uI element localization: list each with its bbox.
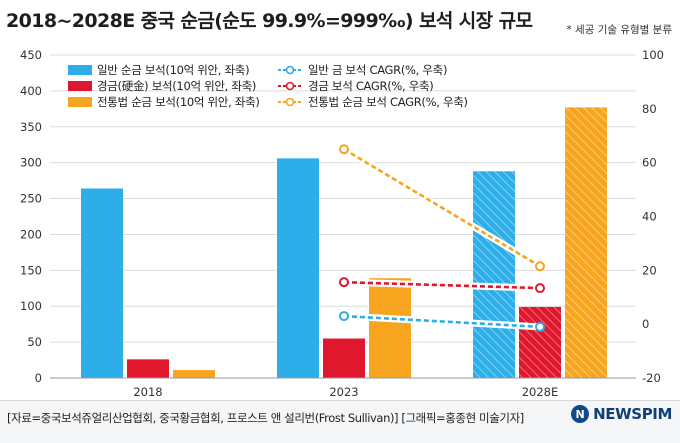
newspim-logo-text: NEWSPIM xyxy=(593,405,672,423)
y-left-tick-label: 0 xyxy=(35,371,42,385)
legend-label-traditional: 전통법 순금 보석(10억 위안, 좌축) xyxy=(97,95,260,109)
bar-general-2018 xyxy=(81,188,123,378)
footer-band xyxy=(0,400,680,443)
legend-swatch-hard xyxy=(68,81,92,91)
cagr-line-general xyxy=(343,314,541,329)
cagr-point-traditional-2028E xyxy=(535,261,545,272)
bar-hard-2023 xyxy=(323,338,365,378)
x-tick-label: 2018 xyxy=(133,385,162,399)
chart-title: 2018~2028E 중국 순금(순도 99.9%=999‰) 보석 시장 규모 xyxy=(6,10,533,32)
y-left-tick-label: 150 xyxy=(20,263,42,277)
y-right-tick-label: 100 xyxy=(642,48,664,62)
cagr-line-hard xyxy=(343,280,541,290)
y-right-tick-label: -20 xyxy=(642,371,661,385)
y-right-tick-label: 0 xyxy=(642,317,649,331)
bar-general-2023 xyxy=(277,158,319,378)
x-tick-label: 2028E xyxy=(522,385,559,399)
source-credit: [자료=중국보석쥬얼리산업협회, 중국황금협회, 프로스트 앤 설리번(Fros… xyxy=(7,411,524,425)
cagr-point-hard-2023 xyxy=(339,277,349,288)
newspim-logo-icon: N xyxy=(571,405,590,423)
y-left-tick-label: 250 xyxy=(20,192,42,206)
y-right-tick-label: 20 xyxy=(642,263,657,277)
legend-label-general: 일반 순금 보석(10억 위안, 좌축) xyxy=(97,63,249,77)
legend-cagr-marker-hard xyxy=(285,81,295,91)
y-left-tick-label: 200 xyxy=(20,227,42,241)
y-left-tick-label: 300 xyxy=(20,156,42,170)
bar-hard-2028E xyxy=(519,306,561,378)
legend-cagr-marker-traditional xyxy=(285,97,295,107)
legend-cagr-label-hard: 경금 보석 CAGR(%, 우축) xyxy=(308,79,434,93)
cagr-point-hard-2028E xyxy=(535,283,545,294)
cagr-point-general-2023 xyxy=(339,311,349,322)
chart-note: * 세공 기술 유형별 분류 xyxy=(566,24,672,36)
bar-hard-2018 xyxy=(127,359,169,378)
cagr-point-traditional-2023 xyxy=(339,144,349,155)
cagr-line-traditional xyxy=(343,148,541,268)
y-left-tick-label: 450 xyxy=(20,48,42,62)
cagr-point-general-2028E xyxy=(535,321,545,332)
y-right-tick-label: 60 xyxy=(642,156,657,170)
x-tick-label: 2023 xyxy=(329,385,358,399)
chart-svg: 0 50 100 150 200 250 300 350 400 450 -20 0 20 40 60 80 1… xyxy=(20,48,664,399)
bar-traditional-2028E xyxy=(565,107,607,379)
legend-swatch-general xyxy=(68,65,92,75)
legend-label-hard: 경금(硬金) 보석(10억 위안, 좌축) xyxy=(97,79,256,93)
y-left-tick-label: 400 xyxy=(20,84,42,98)
bar-traditional-2023 xyxy=(369,278,411,378)
y-left-tick-label: 350 xyxy=(20,120,42,134)
bar-traditional-2018 xyxy=(173,370,215,378)
legend-cagr-label-general: 일반 금 보석 CAGR(%, 우축) xyxy=(308,63,447,77)
legend-cagr-marker-general xyxy=(285,65,295,75)
y-right-tick-label: 40 xyxy=(642,210,657,224)
newspim-logo: N NEWSPIM xyxy=(571,405,672,423)
bar-general-2028E xyxy=(473,171,515,378)
y-right-tick-label: 80 xyxy=(642,102,657,116)
legend-cagr-label-traditional: 전통법 순금 보석 CAGR(%, 우축) xyxy=(308,95,468,109)
y-left-tick-label: 100 xyxy=(20,299,42,313)
y-left-tick-label: 50 xyxy=(27,335,42,349)
legend-swatch-traditional xyxy=(68,97,92,107)
